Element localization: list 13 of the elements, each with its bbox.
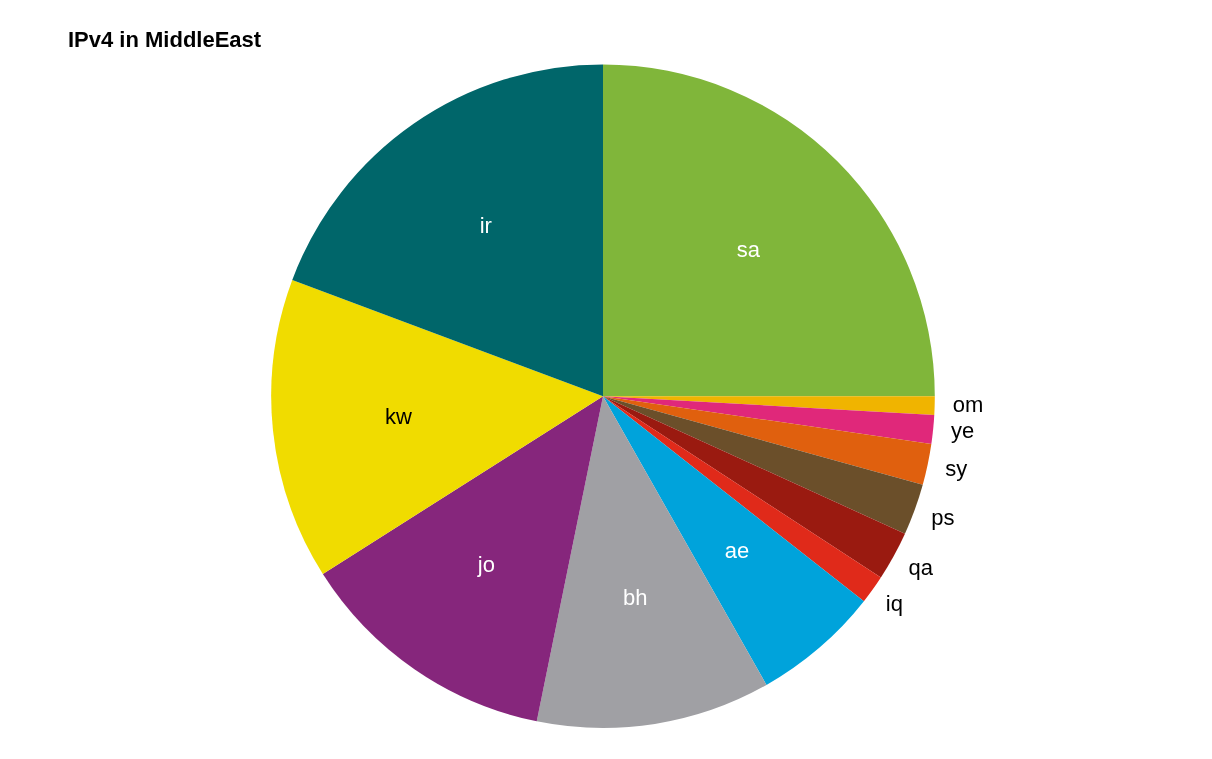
slice-label: ye	[950, 418, 975, 444]
slice-label: ps	[931, 504, 955, 530]
slice-label: bh	[622, 585, 648, 611]
slice-label: sa	[736, 236, 761, 262]
slice-label: sy	[945, 455, 968, 481]
slice-label: kw	[384, 403, 412, 429]
slice-label: iq	[885, 590, 903, 616]
slice-label: om	[952, 392, 984, 418]
slice-label: ae	[724, 538, 750, 564]
slice-label: qa	[908, 554, 934, 580]
chart-title: IPv4 in MiddleEast	[68, 27, 262, 53]
slice-label: jo	[476, 551, 495, 577]
slice-label: ir	[479, 213, 492, 239]
